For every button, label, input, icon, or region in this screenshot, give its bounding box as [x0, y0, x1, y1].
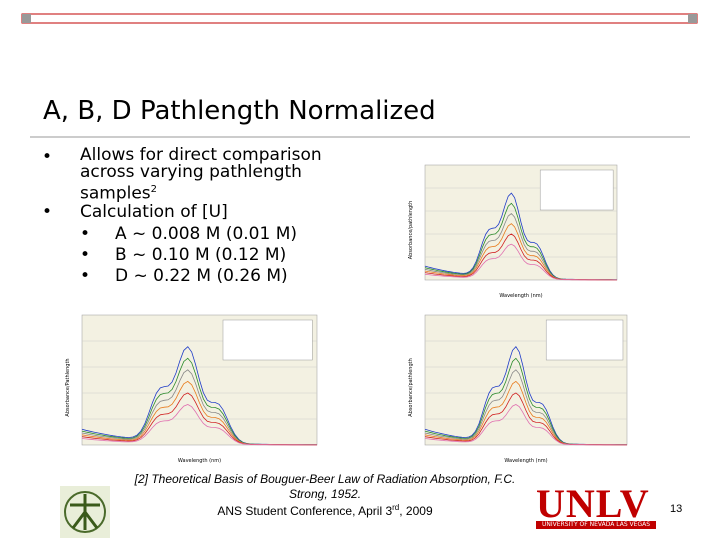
sub-bullet: A ~ 0.008 M (0.01 M) [115, 224, 298, 244]
x-axis-label: Wavelength (nm) [499, 293, 542, 299]
y-axis-label: Absorbance/pathlength [408, 201, 414, 260]
x-axis-label: Wavelength (nm) [504, 458, 547, 464]
x-axis-label: Wavelength (nm) [178, 458, 221, 464]
logo-figure [70, 494, 100, 530]
left-logo [60, 486, 110, 538]
citation: [2] Theoretical Basis of Bouguer-Beer La… [134, 472, 516, 486]
top-bar-right-box [688, 14, 697, 23]
sub-bullet: B ~ 0.10 M (0.12 M) [115, 245, 287, 265]
unlv-subtitle: UNIVERSITY OF NEVADA LAS VEGAS [536, 521, 656, 529]
bullet-marker: • [42, 147, 53, 167]
spectrum-curve [424, 404, 627, 446]
legend-box [539, 169, 614, 211]
bullet: Allows for direct comparison across vary… [80, 147, 350, 203]
bullet-text: Calculation of [U] [80, 202, 228, 222]
page-number: 13 [670, 503, 683, 515]
superscript: 2 [150, 184, 158, 195]
unlv-logo: UNLV [536, 481, 650, 526]
bullet-marker: • [80, 266, 91, 286]
sub-bullet: D ~ 0.22 M (0.26 M) [115, 266, 288, 286]
conference-text: ANS Student Conference, April 3 [217, 504, 393, 518]
legend-box [545, 319, 624, 361]
y-axis-label: Absorbance/pathlength [408, 358, 414, 417]
legend-box [222, 319, 313, 361]
spectrum-curve [81, 404, 317, 446]
top-bar [21, 13, 698, 24]
figures: Absorbance/pathlength Wavelength (nm) Abso… [62, 160, 635, 465]
top-bar-left-box [22, 14, 31, 23]
citation: Strong, 1952. [288, 487, 362, 501]
bullet-text: Allows for direct comparison across vary… [80, 145, 322, 204]
y-axis-label: Absorbance/Pathlength [65, 358, 71, 416]
bullet-marker: • [80, 224, 91, 244]
bullet-marker: • [80, 245, 91, 265]
conference-text: , 2009 [399, 504, 433, 518]
logo-circle [64, 491, 106, 533]
slide-title: A, B, D Pathlength Normalized [43, 96, 436, 126]
spectrum-curve [424, 243, 617, 281]
conference: ANS Student Conference, April 3rd, 2009 [130, 503, 520, 518]
bullet-marker: • [42, 202, 53, 222]
superscript: rd [392, 503, 400, 512]
